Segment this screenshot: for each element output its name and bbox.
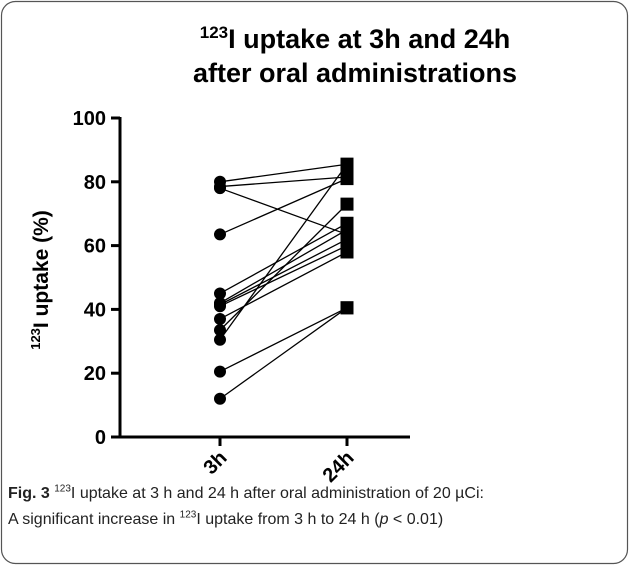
- pair-line: [219, 307, 348, 373]
- caption: Fig. 3 123I uptake at 3 h and 24 h after…: [8, 481, 623, 533]
- point-24h: [340, 197, 354, 211]
- point-24h: [340, 301, 354, 315]
- caption-sup: 123: [179, 509, 197, 521]
- pair-line: [219, 163, 348, 183]
- y-tick-label: 80: [84, 172, 106, 194]
- ylabel-sup: 123: [28, 328, 43, 350]
- pair-line: [219, 163, 348, 341]
- chart-title: after oral administrations: [193, 58, 517, 88]
- caption-text: I uptake from 3 h to 24 h (: [196, 511, 380, 528]
- y-tick-label: 0: [95, 427, 106, 449]
- ylabel-text: I uptake (%): [30, 210, 53, 328]
- point-3h: [214, 300, 226, 313]
- point-3h: [214, 182, 226, 195]
- caption-text: A significant increase in: [8, 511, 180, 528]
- point-24h: [340, 157, 354, 171]
- pair-line: [219, 187, 348, 236]
- caption-italic: p: [379, 511, 389, 528]
- pair-line: [219, 176, 348, 188]
- point-24h: [340, 172, 354, 186]
- caption-text: I uptake at 3 h and 24 h after oral admi…: [70, 485, 484, 502]
- pair-line: [219, 203, 348, 331]
- pair-line: [219, 238, 348, 306]
- title-sup: 123: [200, 23, 228, 42]
- title-line: I uptake at 3h and 24h: [228, 24, 510, 54]
- point-3h: [214, 392, 226, 405]
- point-3h: [214, 312, 226, 325]
- point-3h: [214, 287, 226, 300]
- y-tick-label: 20: [84, 363, 106, 385]
- caption-label: Fig. 3: [8, 485, 50, 502]
- point-3h: [214, 333, 226, 346]
- pair-line: [219, 222, 348, 295]
- y-axis-label: 123I uptake (%): [28, 210, 53, 350]
- point-3h: [214, 324, 226, 337]
- x-tick-label: 3h: [199, 447, 231, 479]
- pair-line: [219, 307, 348, 400]
- y-tick-label: 40: [84, 299, 106, 321]
- point-3h: [214, 365, 226, 378]
- pair-line: [219, 178, 348, 236]
- y-tick-label: 60: [84, 236, 106, 258]
- caption-sup: 123: [54, 483, 71, 495]
- point-3h: [214, 228, 226, 241]
- pair-line: [219, 245, 348, 307]
- chart-title: 123I uptake at 3h and 24h: [200, 23, 510, 54]
- y-tick-label: 100: [73, 108, 106, 130]
- point-24h: [340, 245, 354, 259]
- caption-text: < 0.01): [388, 511, 444, 528]
- pair-line: [219, 251, 348, 320]
